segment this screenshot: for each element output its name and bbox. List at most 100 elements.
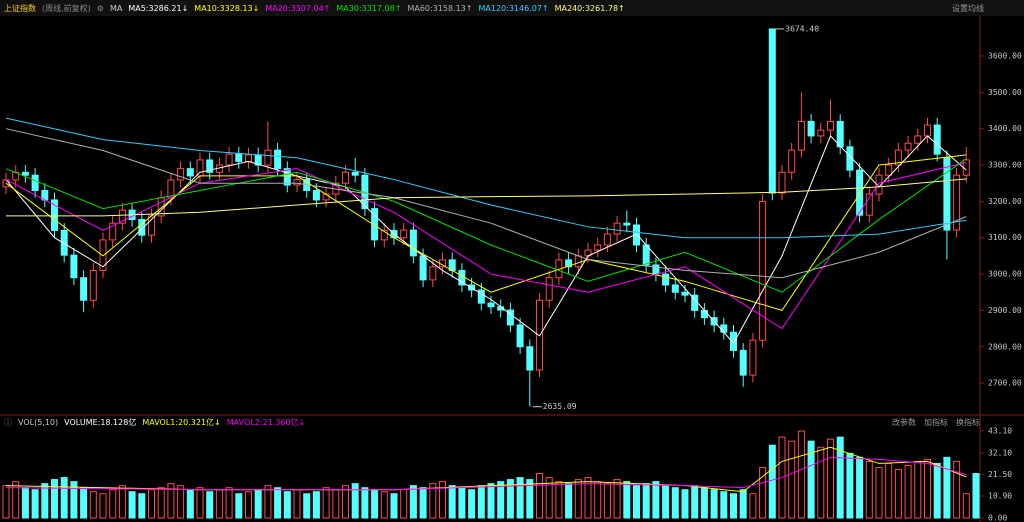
candle-body	[31, 174, 39, 191]
volume-bar	[332, 489, 340, 519]
volume-bar	[924, 458, 931, 519]
candle-body	[70, 254, 78, 279]
volume-bar	[914, 460, 922, 519]
candle-body	[400, 229, 408, 239]
volume-bar	[555, 481, 563, 519]
y-tick-label: 3300.00	[988, 161, 1022, 170]
candle-body	[429, 266, 437, 281]
ma-value: MA240:3261.78↑	[554, 3, 625, 13]
volume-bar	[235, 493, 243, 519]
volume-bar	[138, 493, 146, 519]
volume-bar	[458, 487, 466, 519]
candle-body	[836, 120, 844, 148]
background	[0, 16, 1024, 522]
candle-body	[924, 124, 931, 137]
ma-label: MA	[109, 3, 123, 13]
candle-body	[371, 208, 379, 241]
candle-body	[671, 284, 679, 293]
settings-button[interactable]: 设置均线	[952, 3, 984, 13]
volume-bar	[652, 481, 660, 519]
volume-bar	[448, 485, 456, 519]
candle-body	[846, 146, 854, 171]
indicator-button[interactable]: 加指标	[924, 417, 948, 427]
volume-bar	[186, 489, 194, 519]
volume-bar	[730, 493, 737, 519]
volume-bar	[351, 483, 359, 519]
candle-body	[138, 219, 146, 236]
main-header: 上证指数 (周线,前复权) ⚙ MA MA5:3286.21↓ MA10:3328…	[0, 0, 1024, 16]
volume-bar	[739, 489, 747, 519]
candle-body	[312, 189, 320, 201]
volume-bar	[148, 489, 155, 519]
ma-values: MA5:3286.21↓ MA10:3328.13↓ MA20:3307.04↑ MA…	[128, 4, 624, 13]
volume-bar	[2, 485, 10, 519]
volume-buttons: 改参数 加指标 换指标	[892, 417, 980, 428]
volume-bar	[89, 491, 97, 519]
volume-bar	[894, 468, 902, 519]
volume-value: MAVOL1:20.321亿↓	[142, 417, 221, 427]
volume-bar	[545, 477, 553, 519]
ma-value: MA30:3317.08↑	[336, 3, 402, 13]
volume-bar	[536, 473, 543, 519]
candle-body	[109, 222, 117, 241]
candle-body	[351, 171, 359, 176]
candle-body	[80, 277, 88, 301]
candle-body	[797, 120, 805, 151]
volume-bar	[128, 491, 136, 519]
candle-body	[264, 149, 272, 166]
volume-bar	[749, 493, 757, 519]
moving-average-line	[5, 161, 967, 330]
candle-body	[99, 239, 107, 271]
candle-body	[283, 168, 291, 186]
candle-body	[245, 154, 252, 162]
volume-bar	[390, 493, 398, 519]
volume-bar	[254, 489, 262, 519]
volume-bar	[700, 487, 708, 519]
volume-bar	[662, 485, 670, 519]
volume-bar	[51, 479, 58, 519]
volume-bar	[12, 481, 20, 519]
volume-bar	[972, 473, 980, 519]
ma-value: MA60:3158.13↑	[407, 3, 473, 13]
y-tick-label: 3200.00	[988, 197, 1022, 206]
volume-bar	[807, 440, 815, 519]
candle-body	[21, 171, 29, 176]
candle-body	[681, 291, 689, 296]
volume-bar	[157, 487, 165, 519]
volume-bar	[409, 485, 417, 519]
volume-bar	[885, 462, 893, 519]
y-tick-label: 3500.00	[988, 88, 1022, 97]
candle-body	[827, 120, 834, 131]
volume-value: MAVOL2:21.360亿↓	[226, 417, 306, 427]
indicator-button[interactable]: 换指标	[956, 417, 980, 427]
volume-bar	[953, 460, 961, 519]
volume-bar	[671, 487, 679, 519]
y-tick-label: 3100.00	[988, 233, 1022, 242]
candle-body	[875, 174, 883, 195]
y-tick-label: 32.10	[988, 449, 1012, 458]
ma-value: MA10:3328.13↓	[194, 3, 260, 13]
volume-bar	[584, 477, 592, 519]
annotation-label: 3674.40	[785, 24, 819, 33]
candle-body	[856, 169, 864, 216]
indicator-button[interactable]: 改参数	[892, 417, 916, 427]
candle-body	[953, 174, 961, 231]
candle-body	[662, 273, 670, 286]
volume-bar	[70, 481, 78, 519]
volume-bar	[283, 491, 291, 519]
volume-bar	[80, 487, 88, 519]
title: 上证指数	[4, 3, 36, 13]
candle-body	[623, 222, 631, 226]
candle-body	[788, 149, 796, 173]
settings-icon[interactable]: ⚙	[96, 3, 104, 13]
candle-body	[545, 277, 553, 301]
candle-body	[516, 324, 524, 348]
volume-bar	[206, 491, 214, 519]
volume-bar	[21, 487, 29, 519]
candles	[2, 28, 970, 407]
candle-body	[807, 120, 815, 137]
volume-bar	[836, 436, 844, 519]
volume-bar	[875, 466, 883, 519]
candle-body	[778, 171, 786, 194]
volume-bar	[574, 479, 582, 519]
